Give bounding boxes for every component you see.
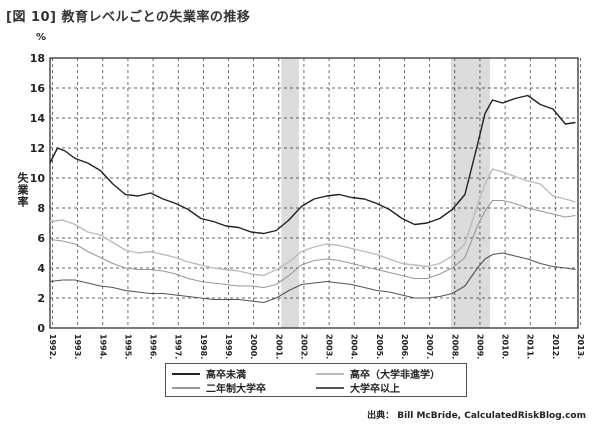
y-tick-label: 10 [30,172,46,185]
x-tick-label: 1993.1 [73,334,82,360]
series-line-3 [49,252,576,304]
x-tick-label: 2005.1 [375,334,384,360]
y-axis-unit: % [36,32,47,43]
y-tick-label: 12 [30,142,45,155]
x-tick-label: 2008.1 [450,334,459,360]
legend-swatch [172,386,200,389]
x-tick-label: 2001.1 [274,334,283,360]
y-tick-label: 18 [30,52,45,65]
plot-frame [49,57,579,329]
x-tick-label: 1994.1 [98,334,107,360]
y-tick-label: 4 [37,262,45,275]
x-tick-label: 1995.1 [123,334,132,360]
x-tick-label: 1999.1 [224,334,233,360]
x-tick-label: 2000.1 [249,334,258,360]
series-line-2 [49,199,576,289]
x-tick-label: 2012.1 [551,334,560,360]
y-tick-label: 6 [37,232,45,245]
legend-label: 大学卒以上 [350,384,400,395]
x-tick-label: 2013.1 [576,334,585,360]
x-tick-label: 1992.1 [48,334,57,360]
chart-title: [図 10] 教育レベルごとの失業率の推移 [6,10,251,25]
x-tick-label: 2009.1 [475,334,484,360]
y-tick-label: 16 [30,82,46,95]
x-tick-label: 2010.1 [501,334,510,360]
line-chart: 0 2 4 6 8 10 12 14 16 18 1992.1 1993.1 1994.1 1995.1 1… [30,52,585,360]
y-axis-label: 失業率 [16,172,29,208]
legend-item: 大学卒以上 [316,381,400,395]
x-tick-label: 2004.1 [350,334,359,360]
y-tick-label: 14 [30,112,46,125]
recession-band [281,58,299,328]
series-line-1 [49,168,576,277]
legend-swatch [316,372,344,375]
chart-legend: 高卒未満 高卒（大学非進学） 二年制大学卒 大学卒以上 [165,363,467,397]
x-tick-label: 2007.1 [425,334,434,360]
legend-swatch [316,386,344,389]
x-tick-label: 1996.1 [149,334,158,360]
series-line-0 [49,94,576,235]
legend-label: 高卒（大学非進学） [350,370,440,381]
x-tick-label: 2002.1 [299,334,308,360]
x-tick-label: 2003.1 [325,334,334,360]
y-tick-label: 2 [37,292,45,305]
plot-area [50,58,578,328]
legend-swatch [172,372,200,375]
x-tick-label: 1997.1 [174,334,183,360]
legend-item: 二年制大学卒 [172,381,266,395]
y-tick-label: 0 [37,322,45,335]
y-tick-label: 8 [37,202,45,215]
legend-item: 高卒未満 [172,367,246,381]
legend-item: 高卒（大学非進学） [316,367,440,381]
recession-band [451,58,490,328]
x-tick-label: 2011.1 [526,334,535,360]
x-tick-label: 1998.1 [199,334,208,360]
legend-label: 高卒未満 [206,370,246,381]
source-note: 出典： Bill McBride, CalculatedRiskBlog.com [367,411,586,421]
legend-label: 二年制大学卒 [206,384,266,395]
x-tick-label: 2006.1 [400,334,409,360]
